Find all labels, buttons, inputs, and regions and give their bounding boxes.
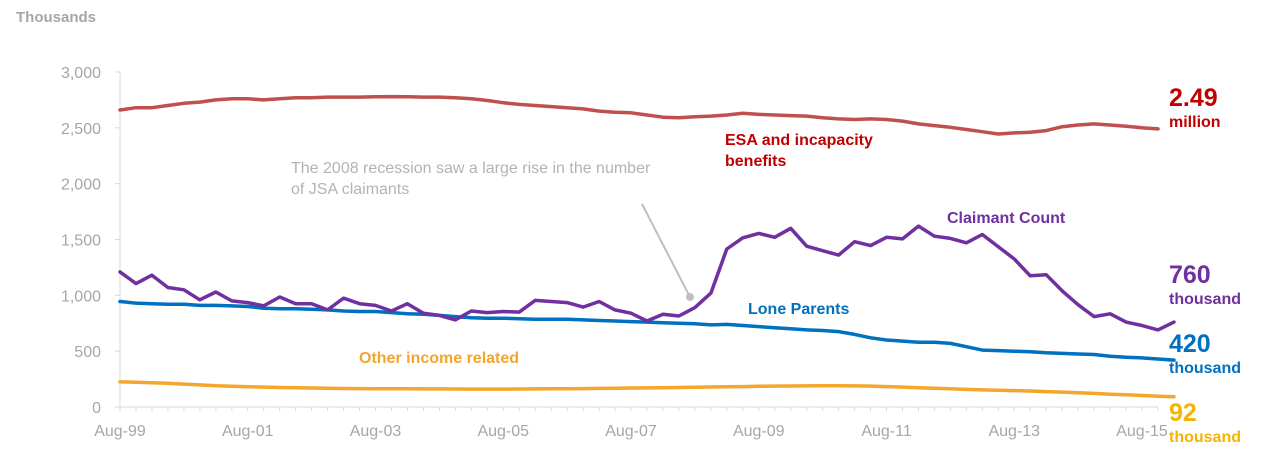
- end-label-esa-unit: million: [1169, 114, 1221, 131]
- y-tick-label: 3,000: [61, 65, 101, 82]
- series-line-claimant-count: [118, 224, 1176, 332]
- recession-annotation: The 2008 recession saw a large rise in t…: [291, 160, 651, 198]
- x-tick-label: Aug-07: [605, 423, 657, 440]
- end-label-lone-parents-value: 420: [1169, 330, 1211, 358]
- series-label-other-income-related: Other income related: [359, 350, 519, 367]
- end-label-other-income-value: 92: [1169, 399, 1197, 427]
- series-lines: [118, 94, 1176, 399]
- x-tick-label: Aug-99: [94, 423, 146, 440]
- y-tick-label: 2,500: [61, 121, 101, 138]
- x-tick-label: Aug-09: [733, 423, 785, 440]
- chart-axes: 0 500 1,000 1,500 2,000 2,500 3,000 Aug-99 Aug-0…: [61, 65, 1168, 440]
- end-label-esa: 2.49 million: [1169, 86, 1221, 131]
- end-label-lone-parents-unit: thousand: [1169, 360, 1241, 377]
- end-label-other-income-unit: thousand: [1169, 429, 1241, 446]
- series-line-lone-parents: [118, 299, 1176, 362]
- x-tick-label: Aug-11: [861, 423, 912, 440]
- end-label-esa-value: 2.49: [1169, 84, 1218, 112]
- series-label-lone-parents: Lone Parents: [748, 301, 849, 318]
- series-label-esa-and-incapacity-benefits: ESA and incapacity benefits: [725, 132, 873, 170]
- series-label-claimant-count: Claimant Count: [947, 210, 1066, 227]
- y-tick-label: 500: [74, 344, 101, 361]
- annotation-arrow-head: [686, 293, 694, 301]
- x-tick-label: Aug-15: [1116, 423, 1168, 440]
- end-label-lone-parents: 420 thousand: [1169, 332, 1241, 377]
- series-labels: ESA and incapacity benefits Claimant Count…: [359, 132, 1066, 367]
- x-tick-label: Aug-01: [222, 423, 274, 440]
- end-label-claimant-unit: thousand: [1169, 291, 1241, 308]
- annotation-arrow: [641, 203, 691, 298]
- y-tick-label: 0: [92, 400, 101, 417]
- y-tick-label: 2,000: [61, 177, 101, 194]
- y-tick-label: 1,000: [61, 288, 101, 305]
- x-tick-label: Aug-03: [350, 423, 402, 440]
- end-label-other-income: 92 thousand: [1169, 401, 1241, 446]
- x-tick-label: Aug-13: [988, 423, 1040, 440]
- x-tick-label: Aug-05: [477, 423, 529, 440]
- y-tick-label: 1,500: [61, 233, 101, 250]
- end-label-claimant-value: 760: [1169, 261, 1211, 289]
- y-unit-label: Thousands: [16, 9, 97, 26]
- series-line-other-income-related: [118, 380, 1176, 399]
- series-line-esa-and-incapacity-benefits: [118, 94, 1160, 136]
- end-label-claimant: 760 thousand: [1169, 263, 1241, 308]
